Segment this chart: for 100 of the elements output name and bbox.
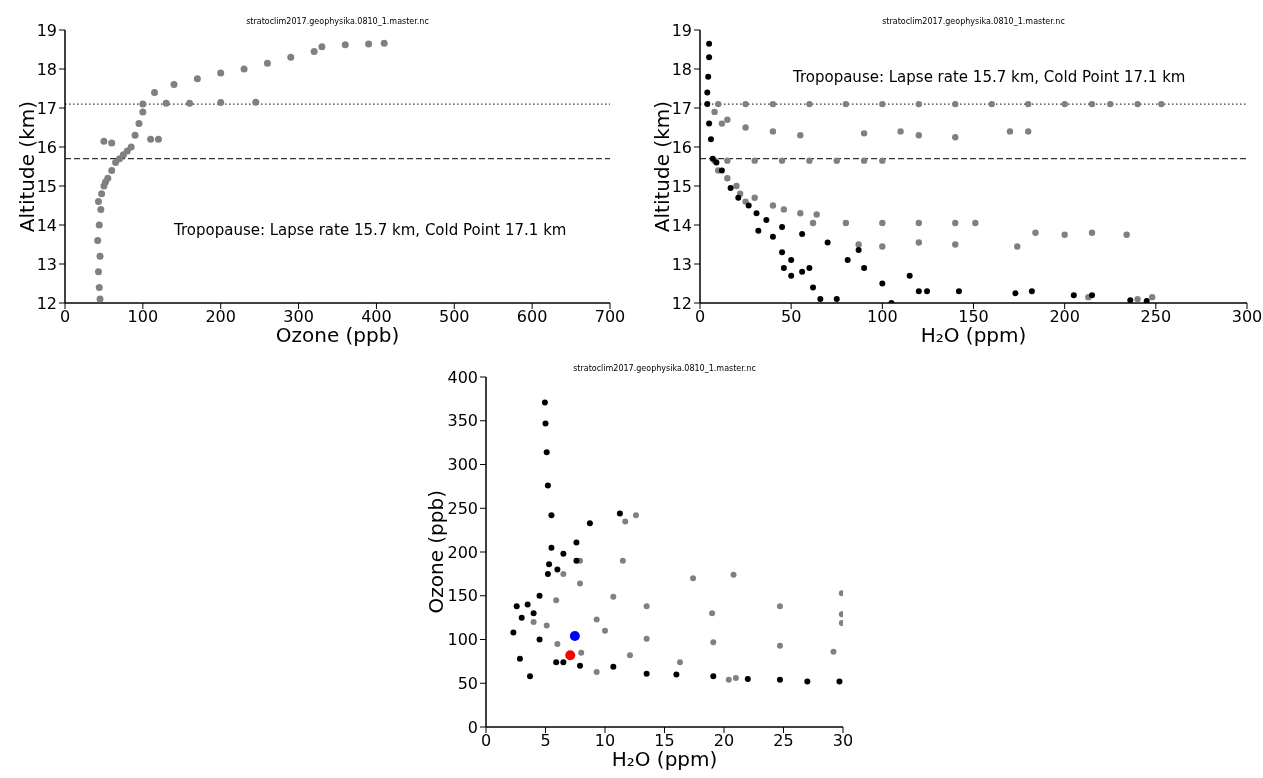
- point: [643, 670, 650, 677]
- point: [94, 198, 102, 206]
- point: [1028, 288, 1035, 295]
- point: [836, 678, 843, 685]
- y-tick-label: 16: [36, 137, 57, 157]
- y-tick-label: 300: [447, 455, 478, 475]
- point: [127, 143, 135, 151]
- point: [593, 616, 600, 623]
- point: [709, 610, 716, 617]
- annotation: Tropopause: Lapse rate 15.7 km, Cold Point 17.1 km: [792, 68, 1186, 87]
- point: [906, 272, 913, 279]
- point: [804, 678, 811, 685]
- y-tick-label: 12: [671, 293, 692, 313]
- y-tick-label: 350: [447, 411, 478, 431]
- y-tick-label: 15: [36, 176, 57, 196]
- x-tick-label: 0: [694, 307, 706, 327]
- point: [553, 659, 560, 666]
- point: [544, 482, 551, 489]
- point: [1089, 292, 1096, 299]
- point: [573, 557, 580, 564]
- point: [193, 75, 201, 83]
- y-tick-label: 16: [671, 137, 692, 157]
- point: [162, 99, 170, 107]
- point: [263, 59, 271, 67]
- point: [560, 570, 567, 577]
- point: [96, 252, 104, 260]
- annotation: Tropopause: Lapse rate 15.7 km, Cold Point 17.1 km: [174, 221, 567, 240]
- point: [780, 264, 787, 271]
- y-tick-label: 15: [671, 176, 692, 196]
- y-tick-label: 13: [36, 254, 57, 274]
- point: [524, 601, 531, 608]
- y-tick-label: 50: [457, 673, 478, 693]
- point: [838, 611, 843, 618]
- y-tick-label: 12: [36, 293, 57, 313]
- point: [154, 135, 162, 143]
- point: [217, 99, 225, 107]
- point: [799, 268, 806, 275]
- y-axis-title: Altitude (km): [650, 100, 674, 233]
- point: [530, 610, 537, 617]
- point: [643, 603, 650, 610]
- point: [879, 280, 886, 287]
- point: [735, 194, 742, 201]
- x-tick-label: 100: [127, 307, 159, 327]
- point: [543, 622, 550, 629]
- point: [95, 283, 103, 291]
- x-tick-label: 250: [1140, 307, 1172, 327]
- point: [170, 81, 178, 89]
- point: [810, 284, 817, 291]
- point: [706, 40, 713, 47]
- y-axis-title: Ozone (ppb): [424, 490, 448, 614]
- point: [1127, 297, 1134, 303]
- point: [707, 136, 714, 143]
- point: [536, 636, 543, 643]
- point: [548, 544, 555, 551]
- x-tick-label: 200: [205, 307, 236, 327]
- point: [553, 597, 560, 604]
- point: [569, 631, 580, 641]
- point: [1070, 292, 1077, 299]
- point: [586, 520, 593, 527]
- point: [573, 539, 580, 546]
- point: [855, 246, 862, 253]
- point: [287, 53, 295, 61]
- x-tick-label: 600: [516, 307, 548, 327]
- chart-title: stratoclim2017.geophysika.0810_1.master.nc: [881, 17, 1066, 26]
- x-tick-label: 30: [832, 731, 854, 751]
- point: [380, 39, 388, 47]
- point: [838, 590, 843, 597]
- point: [779, 223, 786, 230]
- point: [1143, 298, 1150, 303]
- x-tick-label: 25: [773, 731, 794, 751]
- point: [1012, 290, 1019, 297]
- y-tick-label: 18: [36, 59, 57, 79]
- point: [135, 120, 143, 128]
- x-tick-label: 100: [867, 307, 898, 327]
- point: [704, 101, 711, 108]
- point: [610, 663, 617, 670]
- point: [543, 449, 550, 456]
- point: [610, 593, 617, 600]
- point: [217, 69, 225, 77]
- point: [706, 54, 713, 61]
- x-tick-label: 500: [439, 307, 470, 327]
- point: [541, 399, 548, 406]
- point: [560, 659, 567, 666]
- point: [240, 65, 248, 73]
- point: [318, 43, 326, 51]
- point: [626, 652, 633, 659]
- point: [690, 575, 697, 582]
- y-tick-label: 14: [36, 215, 57, 235]
- point: [593, 668, 600, 675]
- point: [830, 648, 837, 655]
- y-tick-label: 13: [671, 254, 692, 274]
- point: [544, 570, 551, 577]
- point: [705, 73, 712, 80]
- y-tick-label: 150: [447, 586, 478, 606]
- point: [632, 512, 639, 519]
- point: [824, 239, 831, 246]
- x-tick-label: 0: [59, 307, 71, 327]
- x-tick-label: 300: [1231, 307, 1263, 327]
- point: [186, 99, 194, 107]
- point: [755, 227, 762, 234]
